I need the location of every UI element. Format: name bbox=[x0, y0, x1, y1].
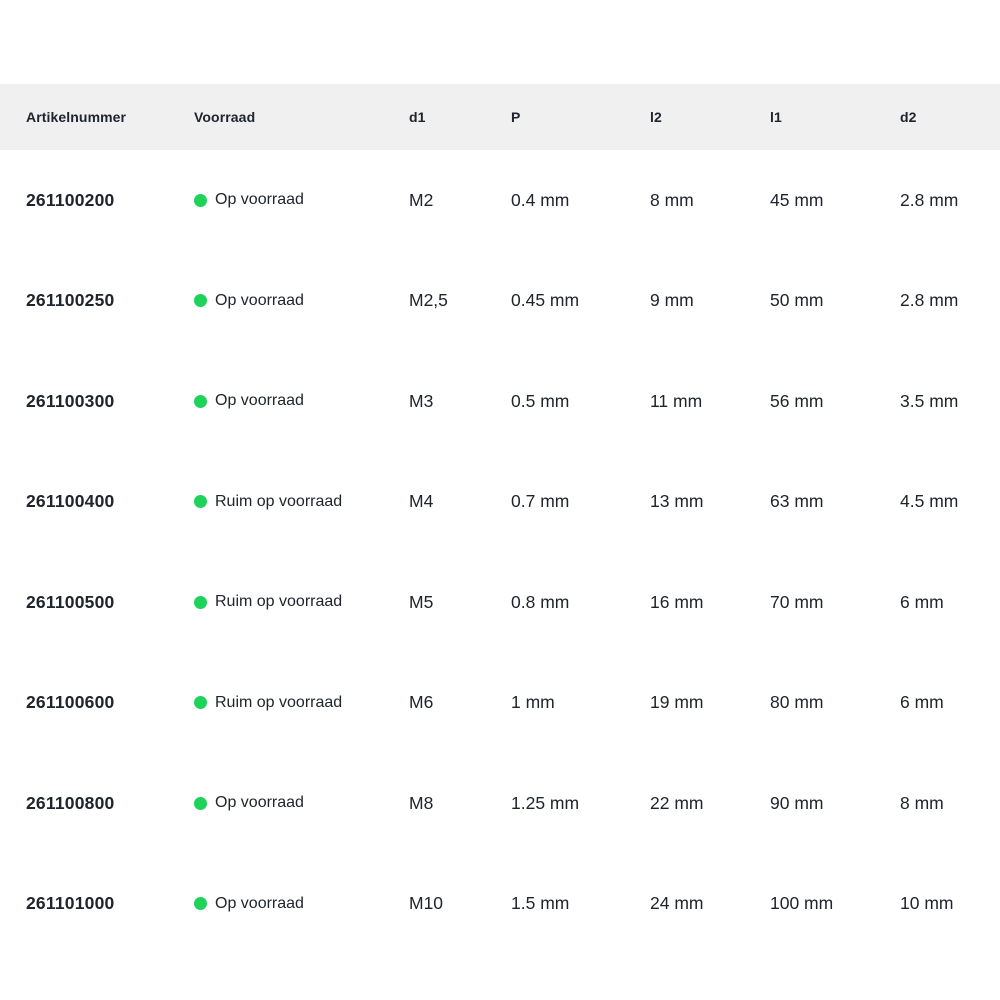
table-body: 261100200 Op voorraad M2 0.4 mm 8 mm 45 … bbox=[0, 150, 1000, 954]
spec-d1: M6 bbox=[409, 692, 434, 713]
stock-status-dot-icon bbox=[194, 193, 207, 207]
article-number: 261100200 bbox=[26, 189, 115, 210]
spec-d1: M5 bbox=[409, 591, 434, 612]
spec-l2: 22 mm bbox=[650, 792, 704, 813]
article-number: 261100800 bbox=[26, 792, 115, 813]
article-number: 261101000 bbox=[26, 893, 115, 914]
stock-status-dot-icon bbox=[194, 495, 207, 509]
product-spec-table: Artikelnummer Voorraad d1 P l2 l1 d2 261… bbox=[0, 84, 1000, 954]
spec-p: 0.5 mm bbox=[511, 390, 570, 411]
article-number: 261100250 bbox=[26, 290, 115, 311]
spec-l2: 19 mm bbox=[650, 692, 704, 713]
spec-l2: 11 mm bbox=[650, 390, 703, 411]
stock-status: Ruim op voorraad bbox=[194, 593, 409, 611]
stock-status: Op voorraad bbox=[194, 895, 409, 913]
article-number: 261100500 bbox=[26, 591, 115, 612]
column-header-artikelnummer: Artikelnummer bbox=[26, 109, 127, 125]
spec-d2: 4.5 mm bbox=[900, 491, 959, 512]
spec-d1: M10 bbox=[409, 893, 444, 914]
stock-status-label: Op voorraad bbox=[215, 794, 304, 812]
article-number: 261100300 bbox=[26, 390, 115, 411]
spec-d2: 2.8 mm bbox=[900, 290, 959, 311]
spec-l2: 16 mm bbox=[650, 591, 704, 612]
spec-d2: 10 mm bbox=[900, 893, 954, 914]
article-number: 261100600 bbox=[26, 692, 115, 713]
stock-status: Ruim op voorraad bbox=[194, 694, 409, 712]
spec-l2: 9 mm bbox=[650, 290, 694, 311]
column-header-d1: d1 bbox=[409, 109, 426, 125]
spec-d2: 2.8 mm bbox=[900, 189, 959, 210]
column-header-voorraad: Voorraad bbox=[194, 109, 256, 125]
spec-d1: M8 bbox=[409, 792, 434, 813]
stock-status-label: Ruim op voorraad bbox=[215, 492, 343, 510]
stock-status-label: Op voorraad bbox=[215, 191, 304, 209]
spec-p: 1 mm bbox=[511, 692, 555, 713]
spec-p: 0.4 mm bbox=[511, 189, 570, 210]
spec-p: 0.7 mm bbox=[511, 491, 570, 512]
stock-status: Op voorraad bbox=[194, 794, 409, 812]
spec-l1: 100 mm bbox=[770, 893, 834, 914]
table-row: 261100500 Ruim op voorraad M5 0.8 mm 16 … bbox=[0, 552, 1000, 653]
stock-status-label: Ruim op voorraad bbox=[215, 593, 343, 611]
stock-status-label: Ruim op voorraad bbox=[215, 693, 343, 711]
stock-status-dot-icon bbox=[194, 394, 207, 408]
table-row: 261101000 Op voorraad M10 1.5 mm 24 mm 1… bbox=[0, 853, 1000, 954]
stock-status-dot-icon bbox=[194, 796, 207, 810]
table-row: 261100400 Ruim op voorraad M4 0.7 mm 13 … bbox=[0, 451, 1000, 552]
spec-d1: M3 bbox=[409, 390, 434, 411]
stock-status-dot-icon bbox=[194, 696, 207, 710]
spec-p: 1.5 mm bbox=[511, 893, 570, 914]
stock-status-label: Op voorraad bbox=[215, 392, 304, 410]
spec-l2: 24 mm bbox=[650, 893, 704, 914]
table-row: 261100800 Op voorraad M8 1.25 mm 22 mm 9… bbox=[0, 753, 1000, 854]
spec-d1: M2,5 bbox=[409, 290, 448, 311]
table-header-row: Artikelnummer Voorraad d1 P l2 l1 d2 bbox=[0, 84, 1000, 150]
spec-p: 0.8 mm bbox=[511, 591, 570, 612]
stock-status: Op voorraad bbox=[194, 191, 409, 209]
table-row: 261100600 Ruim op voorraad M6 1 mm 19 mm… bbox=[0, 652, 1000, 753]
spec-l2: 13 mm bbox=[650, 491, 704, 512]
stock-status: Ruim op voorraad bbox=[194, 493, 409, 511]
spec-d2: 6 mm bbox=[900, 692, 944, 713]
spec-d2: 3.5 mm bbox=[900, 390, 959, 411]
spec-l1: 50 mm bbox=[770, 290, 824, 311]
spec-p: 0.45 mm bbox=[511, 290, 580, 311]
spec-l1: 80 mm bbox=[770, 692, 824, 713]
spec-l1: 70 mm bbox=[770, 591, 824, 612]
table-row: 261100250 Op voorraad M2,5 0.45 mm 9 mm … bbox=[0, 250, 1000, 351]
stock-status-dot-icon bbox=[194, 294, 207, 308]
spec-l2: 8 mm bbox=[650, 189, 694, 210]
spec-d2: 6 mm bbox=[900, 591, 944, 612]
stock-status-dot-icon bbox=[194, 897, 207, 911]
spec-p: 1.25 mm bbox=[511, 792, 580, 813]
spec-l1: 56 mm bbox=[770, 390, 824, 411]
spec-l1: 45 mm bbox=[770, 189, 824, 210]
stock-status-label: Op voorraad bbox=[215, 894, 304, 912]
spec-l1: 90 mm bbox=[770, 792, 824, 813]
column-header-l2: l2 bbox=[650, 109, 662, 125]
column-header-l1: l1 bbox=[770, 109, 782, 125]
stock-status-label: Op voorraad bbox=[215, 291, 304, 309]
spec-d1: M2 bbox=[409, 189, 434, 210]
stock-status-dot-icon bbox=[194, 595, 207, 609]
column-header-d2: d2 bbox=[900, 109, 917, 125]
stock-status: Op voorraad bbox=[194, 292, 409, 310]
spec-l1: 63 mm bbox=[770, 491, 824, 512]
table-row: 261100200 Op voorraad M2 0.4 mm 8 mm 45 … bbox=[0, 150, 1000, 251]
article-number: 261100400 bbox=[26, 491, 115, 512]
table-row: 261100300 Op voorraad M3 0.5 mm 11 mm 56… bbox=[0, 351, 1000, 452]
spec-d1: M4 bbox=[409, 491, 434, 512]
stock-status: Op voorraad bbox=[194, 392, 409, 410]
spec-d2: 8 mm bbox=[900, 792, 944, 813]
column-header-p: P bbox=[511, 109, 521, 125]
